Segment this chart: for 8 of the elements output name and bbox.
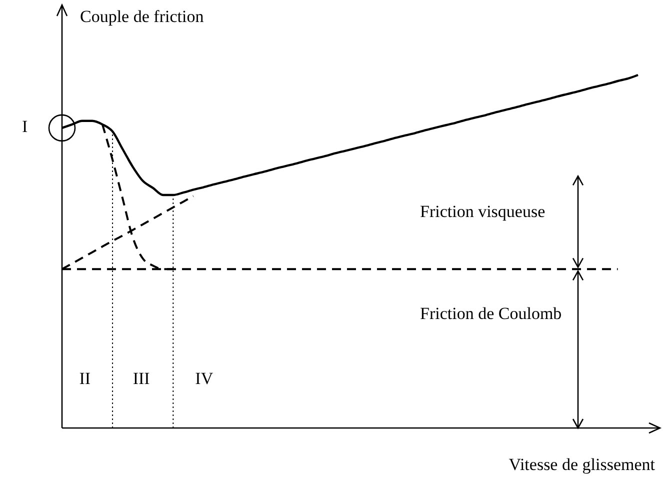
annotation: Friction de Coulomb xyxy=(420,304,562,323)
annotation: Friction visqueuse xyxy=(420,202,546,221)
annotation: IV xyxy=(195,368,214,388)
annotation: II xyxy=(79,368,91,388)
x-axis-title: Vitesse de glissement xyxy=(508,455,656,474)
annotation: III xyxy=(132,368,150,388)
y-axis-title: Couple de friction xyxy=(80,7,204,26)
text: I xyxy=(22,116,28,136)
